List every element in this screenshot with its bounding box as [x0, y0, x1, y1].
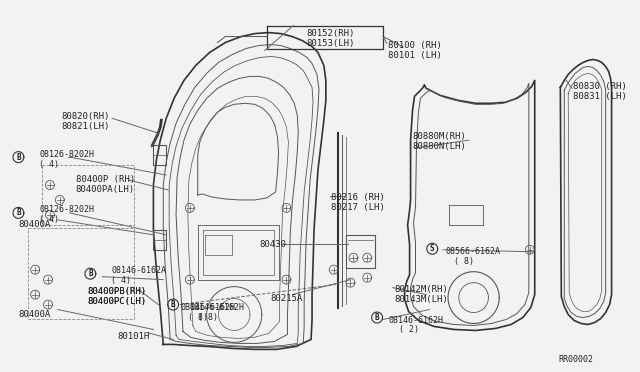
Text: S: S [430, 244, 435, 253]
Text: B: B [16, 153, 20, 161]
Text: 80100 (RH): 80100 (RH) [388, 41, 442, 49]
Text: 80400PC(LH): 80400PC(LH) [88, 296, 147, 305]
Text: 0B146-6162H: 0B146-6162H [180, 302, 235, 312]
Text: ( 8): ( 8) [188, 312, 208, 321]
Text: 80400PA(LH): 80400PA(LH) [76, 185, 134, 194]
Text: 08146-6162H: 08146-6162H [389, 315, 444, 324]
Text: B: B [171, 300, 175, 309]
Text: 08126-8202H: 08126-8202H [39, 150, 94, 158]
Text: 80152(RH): 80152(RH) [306, 29, 355, 38]
Text: 08146-6162H: 08146-6162H [190, 302, 245, 312]
Text: RR00002: RR00002 [558, 355, 593, 364]
Text: ( 8): ( 8) [198, 312, 218, 321]
Text: 80400A: 80400A [19, 310, 51, 318]
Text: ( 4): ( 4) [39, 160, 59, 169]
Text: 80830 (RH): 80830 (RH) [573, 82, 627, 92]
Text: B: B [375, 313, 380, 322]
Text: 80216 (RH): 80216 (RH) [331, 193, 385, 202]
Text: B: B [16, 208, 20, 217]
Text: 80831 (LH): 80831 (LH) [573, 92, 627, 101]
Text: ( 2): ( 2) [399, 326, 419, 334]
Text: 08126-8202H: 08126-8202H [39, 205, 94, 214]
Text: 80400A: 80400A [19, 220, 51, 229]
Text: 80215A: 80215A [271, 294, 303, 302]
Text: 80820(RH): 80820(RH) [62, 112, 110, 121]
Text: 80400PB(RH): 80400PB(RH) [88, 286, 147, 296]
Text: 08146-6162A: 08146-6162A [111, 266, 166, 275]
Text: 80400PB(RH): 80400PB(RH) [88, 286, 147, 296]
Text: 80143M(LH): 80143M(LH) [395, 295, 449, 304]
Text: 80400PC(LH): 80400PC(LH) [88, 296, 147, 305]
Text: ( 4): ( 4) [111, 276, 131, 285]
Text: 80101H: 80101H [117, 333, 149, 341]
Text: 80217 (LH): 80217 (LH) [331, 203, 385, 212]
Text: 08566-6162A: 08566-6162A [445, 247, 500, 256]
Text: ( 8): ( 8) [454, 257, 474, 266]
Text: 80880N(LH): 80880N(LH) [413, 142, 467, 151]
Text: ( 4): ( 4) [39, 215, 59, 224]
Text: 80880M(RH): 80880M(RH) [413, 132, 467, 141]
Text: B: B [88, 269, 93, 278]
Text: 80101 (LH): 80101 (LH) [388, 51, 442, 60]
Text: 80430: 80430 [260, 240, 287, 249]
Text: 80142M(RH): 80142M(RH) [395, 285, 449, 294]
Text: 80400P (RH): 80400P (RH) [76, 175, 134, 184]
Text: 80153(LH): 80153(LH) [306, 39, 355, 48]
Text: 80821(LH): 80821(LH) [62, 122, 110, 131]
